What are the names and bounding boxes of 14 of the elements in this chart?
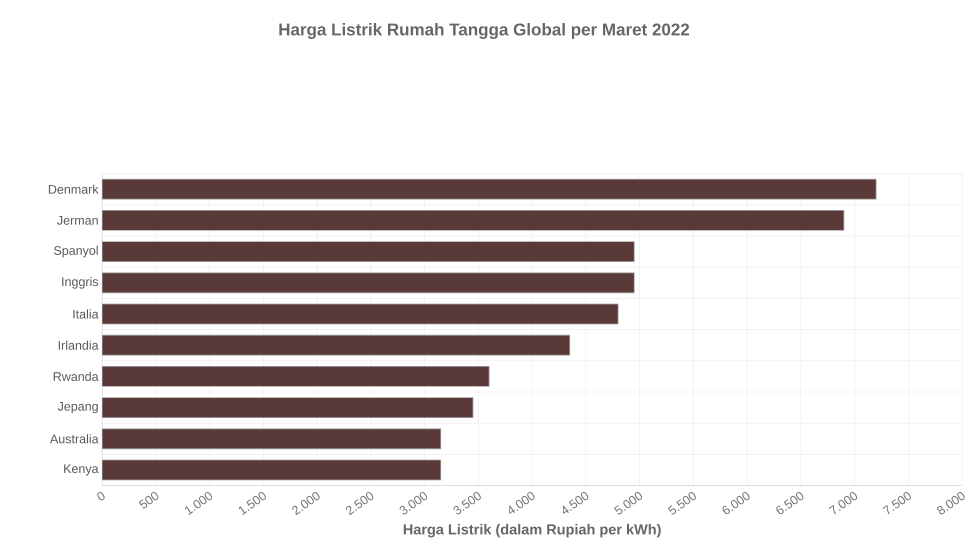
y-tick-label: Spanyol — [54, 246, 98, 258]
y-tick-label: Italia — [73, 309, 99, 319]
y-tick-label: Jerman — [57, 216, 98, 225]
y-tick-label: Denmark — [48, 184, 99, 194]
x-axis-title: Harga Listrik (dalam Rupiah per kWh) — [404, 524, 661, 538]
y-tick-label: Rwanda — [54, 372, 99, 381]
y-tick-label: Kenya — [64, 464, 99, 476]
y-tick-label: Jepang — [58, 402, 98, 414]
x-tick-label: 0 — [97, 492, 105, 500]
x-tick-label: 500 — [138, 492, 158, 508]
y-tick-label: Irlandia — [58, 340, 99, 350]
y-tick-label: Australia — [50, 434, 99, 444]
y-tick-label: Inggris — [62, 276, 98, 289]
chart-title: Harga Listrik Rumah Tangga Global per Maret 2022 — [279, 23, 690, 39]
